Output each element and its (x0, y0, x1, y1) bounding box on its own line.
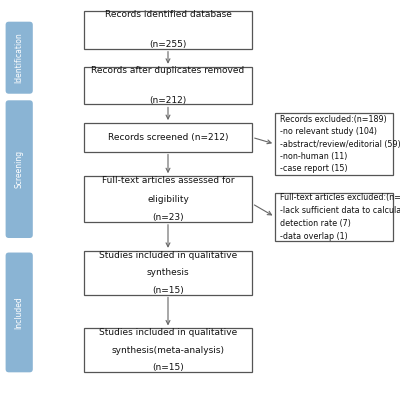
Text: -abstract/review/editorial (59): -abstract/review/editorial (59) (280, 140, 400, 148)
FancyBboxPatch shape (6, 21, 33, 94)
Bar (84, 66, 252, 104)
Text: (n=15): (n=15) (152, 286, 184, 295)
Text: Records identified database: Records identified database (104, 10, 232, 19)
Text: Records excluded:(n=189): Records excluded:(n=189) (280, 115, 386, 124)
Text: Full-text articles assessed for: Full-text articles assessed for (102, 176, 234, 185)
Text: Studies included in qualitative: Studies included in qualitative (99, 251, 237, 259)
Text: synthesis(meta-analysis): synthesis(meta-analysis) (112, 346, 224, 355)
Bar (84, 123, 252, 152)
Text: Screening: Screening (15, 150, 24, 188)
FancyBboxPatch shape (6, 100, 33, 238)
Text: -case report (15): -case report (15) (280, 164, 348, 173)
Text: Included: Included (15, 296, 24, 329)
Bar (84, 328, 252, 372)
Text: (n=255): (n=255) (149, 41, 187, 49)
Text: Studies included in qualitative: Studies included in qualitative (99, 328, 237, 337)
Text: eligibility: eligibility (147, 195, 189, 203)
Text: (n=15): (n=15) (152, 363, 184, 372)
Text: Records after duplicates removed: Records after duplicates removed (91, 66, 245, 75)
Text: -lack sufficient data to calculate: -lack sufficient data to calculate (280, 206, 400, 215)
Text: -non-human (11): -non-human (11) (280, 152, 347, 161)
Text: -data overlap (1): -data overlap (1) (280, 232, 348, 240)
Text: detection rate (7): detection rate (7) (280, 219, 351, 228)
FancyBboxPatch shape (6, 253, 33, 373)
Bar (275, 113, 393, 175)
Bar (275, 193, 393, 241)
Text: Full-text articles excluded:(n=8): Full-text articles excluded:(n=8) (280, 193, 400, 202)
Text: (n=212): (n=212) (149, 96, 187, 105)
Text: synthesis: synthesis (147, 268, 189, 277)
Bar (84, 11, 252, 49)
Text: Records screened (n=212): Records screened (n=212) (108, 133, 228, 142)
Text: (n=23): (n=23) (152, 213, 184, 222)
Text: -no relevant study (104): -no relevant study (104) (280, 127, 377, 136)
Bar (84, 176, 252, 222)
Text: Identification: Identification (15, 32, 24, 83)
Bar (84, 251, 252, 295)
